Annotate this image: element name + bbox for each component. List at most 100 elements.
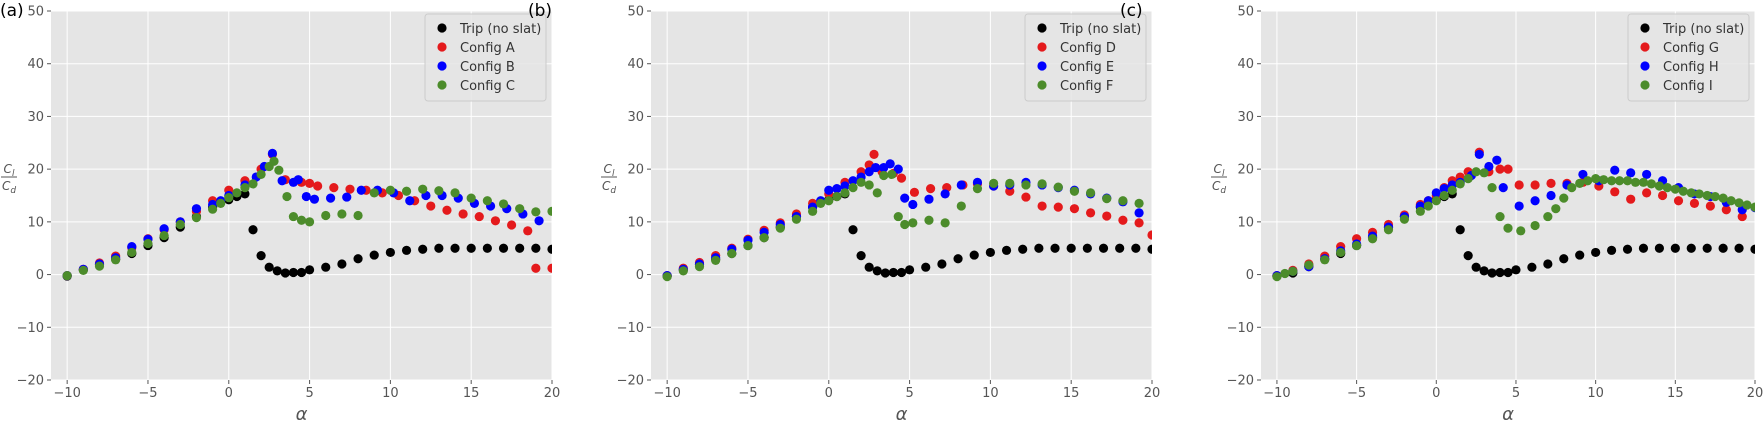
data-point: [1463, 174, 1473, 184]
data-point: [1503, 267, 1513, 278]
data-point: [1118, 215, 1128, 225]
data-point: [1578, 169, 1588, 180]
legend-marker: [1640, 61, 1650, 71]
data-point: [1575, 178, 1585, 188]
data-point: [1546, 178, 1556, 188]
data-point: [321, 262, 331, 272]
data-point: [321, 210, 331, 221]
data-point: [1750, 202, 1755, 212]
x-axis-label: α: [1502, 404, 1514, 424]
legend-marker: [437, 42, 447, 52]
data-point: [848, 176, 858, 186]
data-point: [924, 215, 934, 225]
data-point: [94, 261, 105, 271]
data-point: [1336, 247, 1346, 258]
legend: Trip (no slat) Config A Config B Config C: [424, 13, 547, 102]
x-tick-label: −10: [53, 386, 80, 401]
y-tick-label: −10: [17, 321, 44, 336]
data-point: [224, 193, 234, 203]
legend-label: Config C: [460, 79, 515, 94]
x-tick-label: −10: [1263, 386, 1290, 401]
data-point: [1546, 190, 1556, 201]
data-point: [1495, 211, 1505, 222]
data-point: [531, 207, 541, 217]
data-point: [442, 205, 452, 215]
x-tick-label: 5: [905, 386, 913, 401]
data-point: [1069, 204, 1080, 214]
data-point: [1069, 186, 1080, 196]
data-point: [1726, 196, 1736, 206]
y-tick-label: 40: [27, 57, 44, 72]
data-point: [791, 214, 802, 224]
data-point: [1606, 245, 1617, 255]
data-point: [856, 250, 866, 261]
data-point: [450, 188, 460, 198]
data-point: [208, 204, 218, 214]
data-point: [1474, 149, 1484, 159]
data-point: [1514, 201, 1524, 211]
data-point: [498, 243, 509, 253]
data-point: [1021, 192, 1031, 202]
legend-box: [1024, 13, 1147, 102]
data-point: [1034, 243, 1044, 253]
data-point: [369, 250, 379, 260]
data-point: [466, 243, 476, 253]
y-tick-label: −10: [617, 321, 644, 336]
data-point: [885, 159, 895, 169]
legend-label: Trip (no slat): [1059, 22, 1141, 37]
data-point: [887, 169, 897, 180]
legend-label: Trip (no slat): [1662, 22, 1744, 37]
data-point: [711, 255, 721, 265]
y-tick-label: 50: [27, 5, 44, 20]
data-point: [1543, 259, 1553, 269]
y-tick-label: 20: [627, 163, 644, 178]
data-point: [256, 250, 266, 261]
x-tick-label: −10: [653, 386, 680, 401]
data-point: [872, 266, 882, 276]
data-point: [879, 170, 889, 181]
series-4: [1272, 167, 1755, 282]
x-tick-label: 15: [1063, 386, 1080, 401]
y-tick-label: 10: [27, 215, 44, 230]
legend-marker: [1640, 80, 1650, 90]
data-point: [1018, 244, 1028, 254]
data-point: [248, 179, 258, 189]
data-point: [482, 243, 492, 253]
legend-marker: [437, 61, 447, 71]
data-point: [1471, 167, 1481, 177]
data-point: [401, 186, 412, 196]
data-point: [1599, 175, 1609, 185]
legend-marker: [1640, 42, 1650, 52]
x-tick-label: −5: [738, 386, 757, 401]
data-point: [450, 243, 460, 253]
data-point: [325, 193, 336, 203]
y-tick-label: −10: [1227, 321, 1254, 336]
data-point: [515, 243, 525, 253]
legend-label: Config B: [460, 60, 515, 75]
data-point: [1503, 223, 1513, 233]
data-point: [775, 223, 785, 233]
series-4: [62, 156, 552, 281]
data-point: [418, 184, 428, 194]
data-point: [272, 266, 282, 276]
data-point: [1583, 176, 1593, 186]
data-point: [1495, 164, 1505, 174]
data-point: [1530, 220, 1540, 231]
data-point: [896, 173, 907, 183]
data-point: [280, 268, 290, 278]
data-point: [1005, 178, 1015, 188]
data-point: [1463, 250, 1473, 261]
data-point: [401, 245, 412, 255]
legend-marker: [437, 80, 447, 90]
data-point: [1131, 243, 1141, 253]
data-point: [1320, 255, 1330, 265]
x-tick-label: 20: [1747, 386, 1763, 401]
data-point: [474, 211, 484, 222]
data-point: [1399, 214, 1410, 224]
data-point: [1037, 179, 1047, 189]
data-point: [466, 193, 476, 203]
data-point: [1567, 182, 1577, 193]
